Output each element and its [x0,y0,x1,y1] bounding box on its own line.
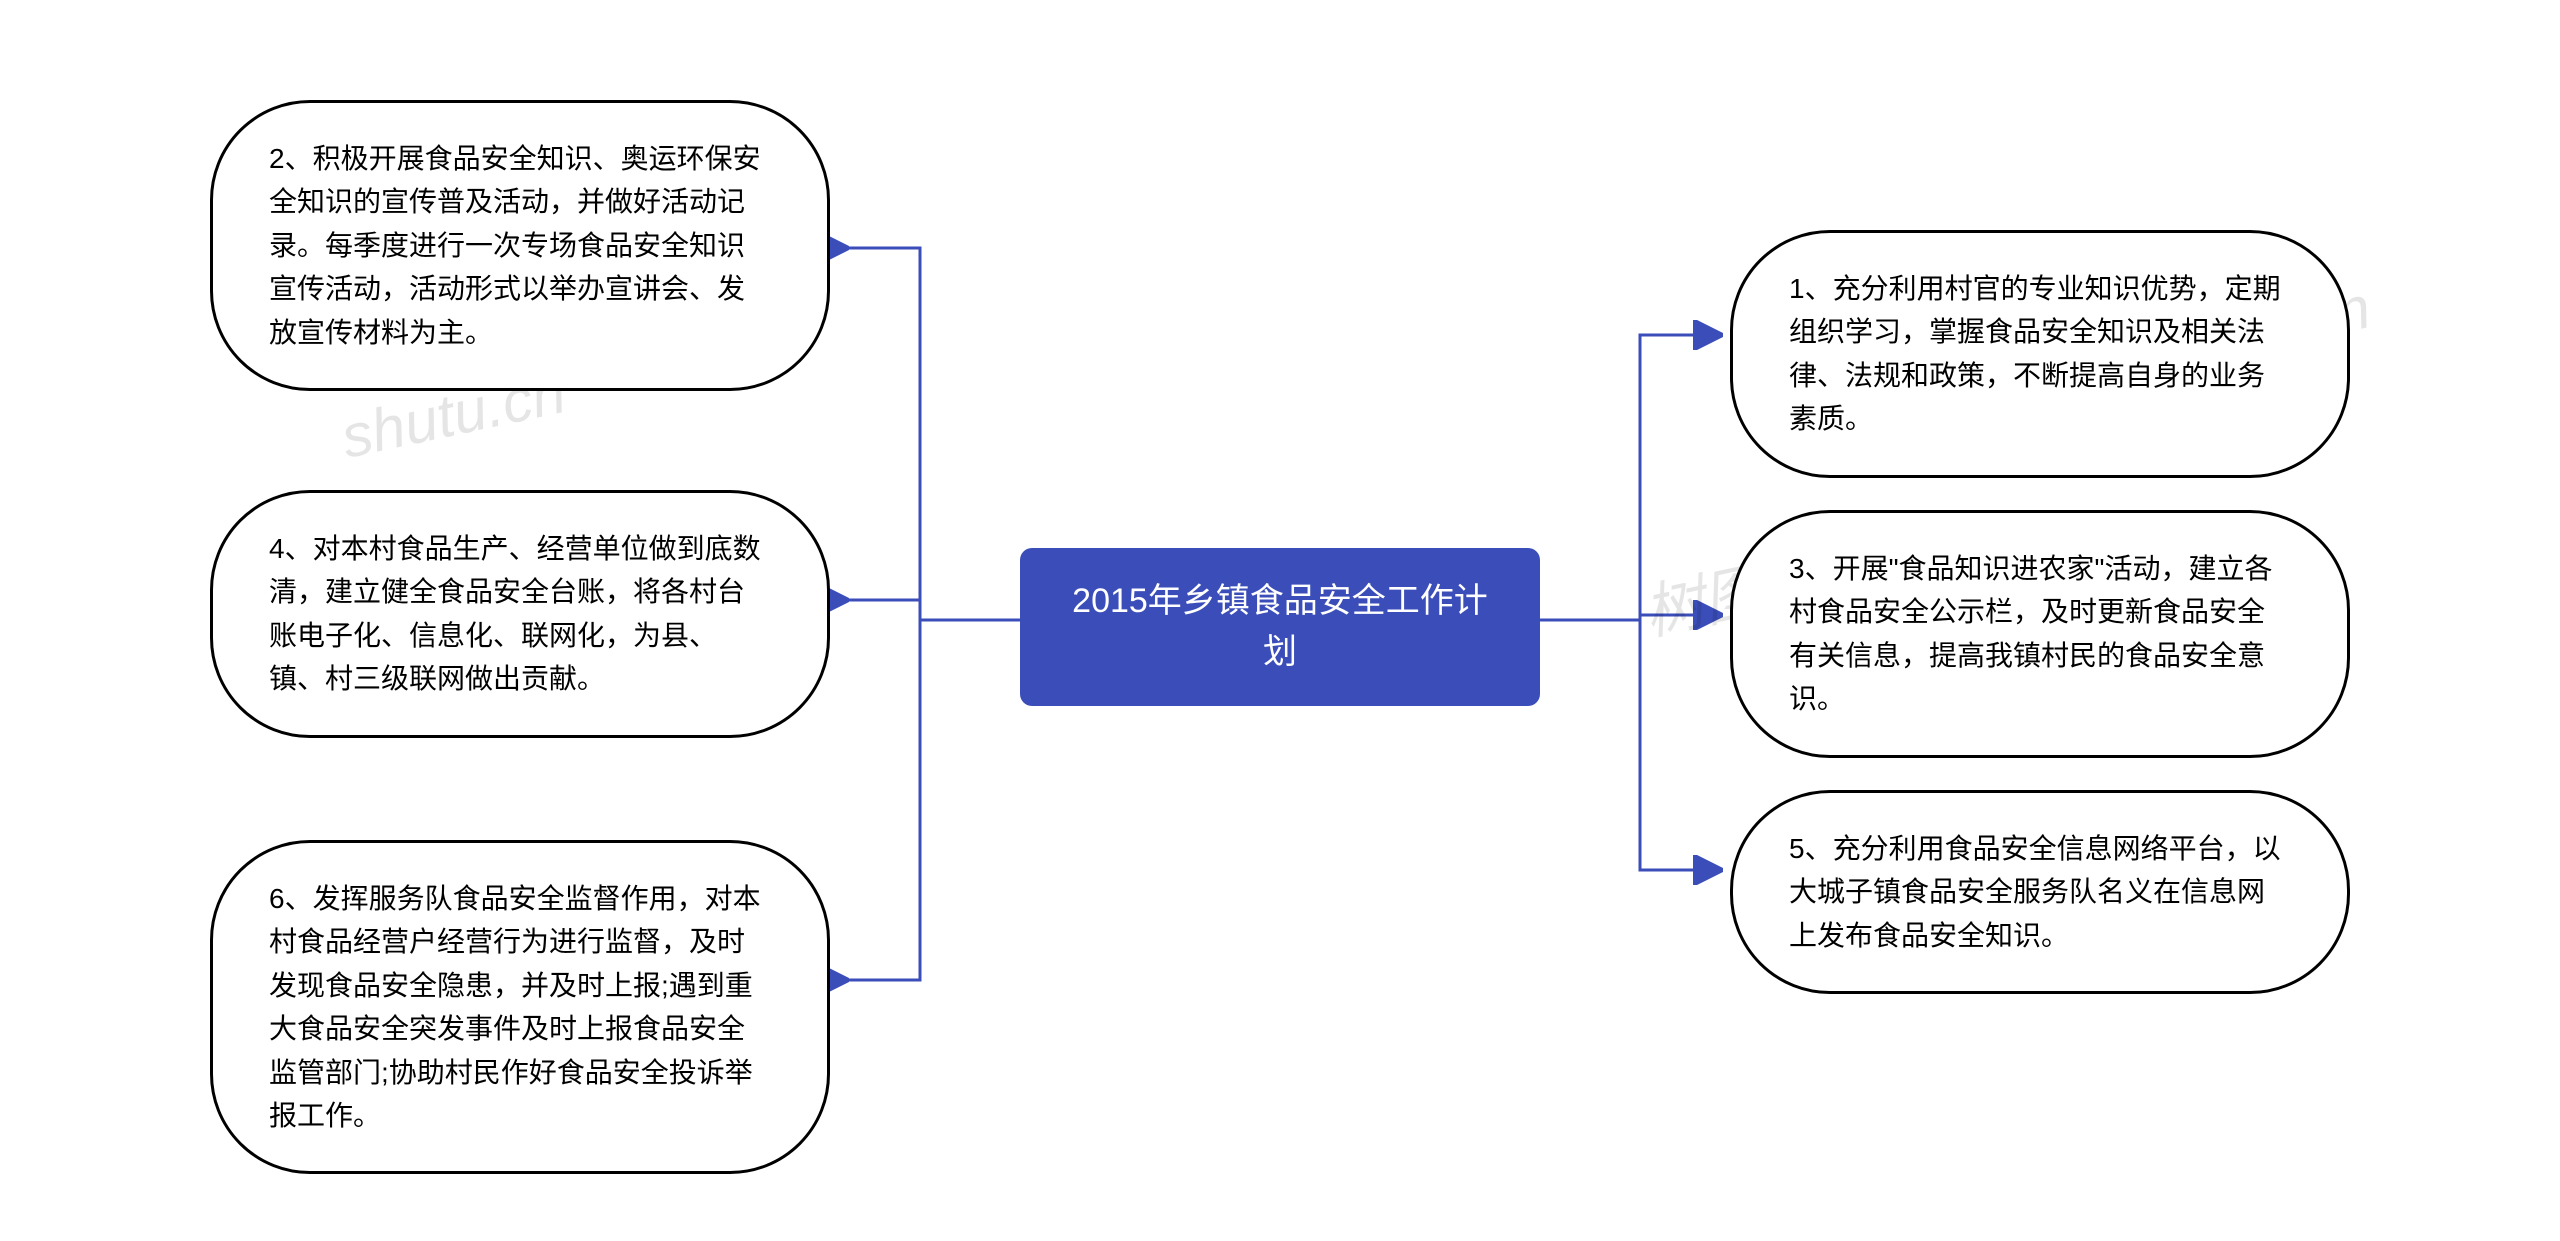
left-node-3: 6、发挥服务队食品安全监督作用，对本村食品经营户经营行为进行监督，及时发现食品安… [210,840,830,1174]
central-node: 2015年乡镇食品安全工作计划 [1020,548,1540,706]
left-node-1: 2、积极开展食品安全知识、奥运环保安全知识的宣传普及活动，并做好活动记录。每季度… [210,100,830,391]
right-node-3: 5、充分利用食品安全信息网络平台，以大城子镇食品安全服务队名义在信息网上发布食品… [1730,790,2350,994]
left-node-2: 4、对本村食品生产、经营单位做到底数清，建立健全食品安全台账，将各村台账电子化、… [210,490,830,738]
right-node-2: 3、开展"食品知识进农家"活动，建立各村食品安全公示栏，及时更新食品安全有关信息… [1730,510,2350,758]
right-node-1: 1、充分利用村官的专业知识优势，定期组织学习，掌握食品安全知识及相关法律、法规和… [1730,230,2350,478]
